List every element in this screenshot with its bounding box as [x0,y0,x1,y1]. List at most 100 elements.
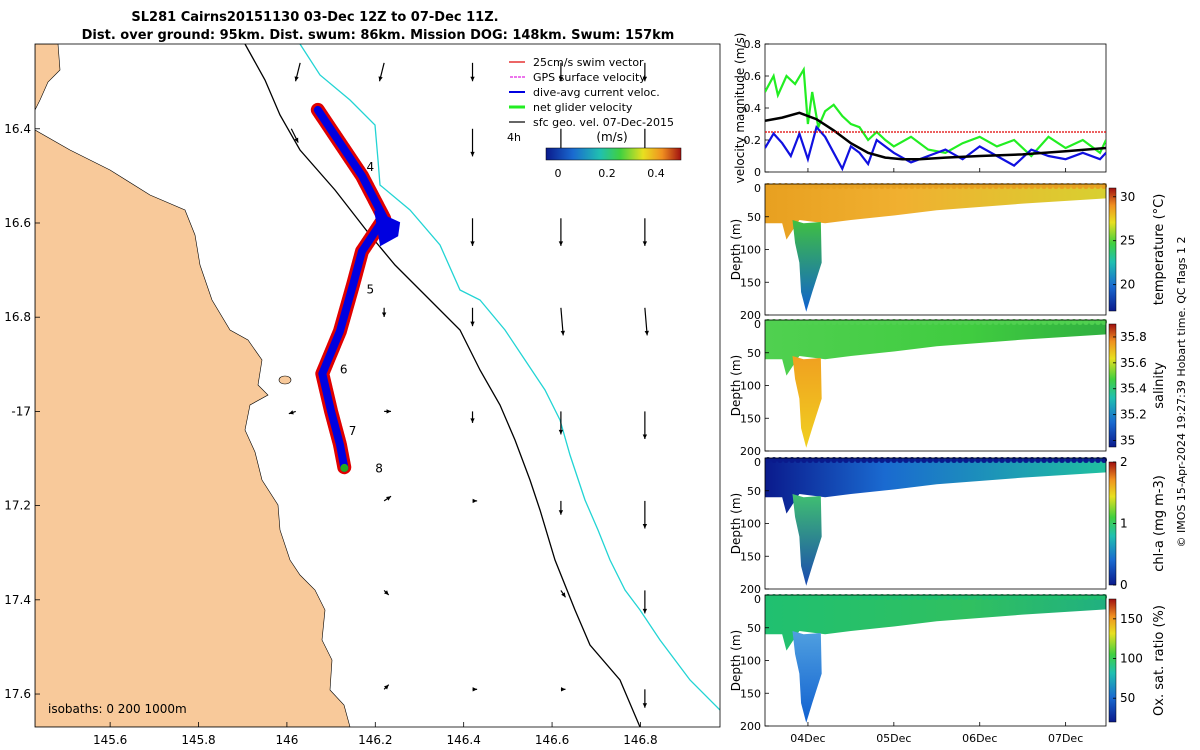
section-shallow-band [765,595,1106,651]
geo-arrow [642,62,648,82]
map-ytick-label: -17 [11,404,31,418]
section-chlorophyll: 0 50 100 150 200 Depth (m) 0 1 2 chl-a (mg m-3) [729,455,1167,596]
geo-arrow [470,411,475,423]
legend-swim: 25cm/s swim vector [533,56,644,69]
section-sample [873,457,879,463]
section-sample [957,594,963,600]
section-sample [951,594,957,600]
section-sample [969,457,975,463]
section-sample [1095,594,1101,600]
section-sample [777,319,783,325]
section-shallow-band [765,458,1106,514]
section-sample [1077,594,1083,600]
colorbar-tick-label: 100 [1120,652,1143,666]
section-sample [1053,319,1059,325]
section-sample [867,457,873,463]
land-mass [35,44,351,727]
section-sample [897,183,903,189]
map-xtick-label: 146.6 [535,733,569,747]
section-sample [1065,457,1071,463]
section-ytick-label: 100 [740,380,761,393]
section-sample [771,594,777,600]
section-sample [855,594,861,600]
current-bulge [374,210,401,247]
section-xtick-label: 05Dec [876,732,911,745]
geo-arrow [642,500,648,529]
section-sample [927,183,933,189]
section-sample [795,457,801,463]
section-sample [783,594,789,600]
section-sample [963,319,969,325]
velocity-ylabel: velocity magnitude (m/s) [733,33,747,184]
section-sample [807,457,813,463]
section-sample [819,594,825,600]
section-sample [873,594,879,600]
title-line-1: SL281 Cairns20151130 03-Dec 12Z to 07-De… [131,10,498,25]
section-colorbar-label: temperature (°C) [1152,194,1167,306]
section-sample [1017,183,1023,189]
section-sample [1077,319,1083,325]
section-sample [1059,183,1065,189]
section-ylabel: Depth (m) [729,219,743,280]
section-sample [945,457,951,463]
section-sample [1011,594,1017,600]
colorbar-title: (m/s) [596,130,627,144]
geo-arrow [381,307,387,317]
section-sample [879,183,885,189]
section-sample [975,457,981,463]
section-ytick-label: 150 [740,412,761,425]
colorbar-tick-label: 35.4 [1120,382,1147,396]
section-ytick-label: 100 [740,244,761,257]
section-sample [1083,594,1089,600]
section-sample [951,457,957,463]
geo-arrow [560,687,566,692]
velocity-y-ticks: 0 0.2 0.4 0.6 0.8 [744,38,1067,179]
section-ytick-label: 50 [747,347,761,360]
map-legend: 25cm/s swim vector GPS surface velocity … [507,56,682,180]
glider-track [310,102,401,475]
section-sample [993,183,999,189]
section-sample [915,457,921,463]
legend-current: dive-avg current veloc. [533,86,660,99]
section-sample [987,319,993,325]
section-ytick-label: 200 [740,583,761,596]
section-sample [789,319,795,325]
section-sample [1023,594,1029,600]
map-ytick-label: 17.2 [4,499,31,513]
velocity-series [765,66,1106,172]
section-colorbar [1108,598,1117,723]
section-sample [861,319,867,325]
section-sample [801,319,807,325]
section-colorbar-label: chl-a (mg m-3) [1152,475,1167,572]
section-sample [927,319,933,325]
section-shallow-band [765,184,1106,240]
section-sample [801,457,807,463]
section-sample [1059,319,1065,325]
section-sample [795,183,801,189]
map-ytick-label: 16.6 [4,216,31,230]
velocity-series-dive-avg-smoothed [765,111,1106,161]
section-sample [963,457,969,463]
section-sample [1089,183,1095,189]
section-sample [789,457,795,463]
section-sample [783,183,789,189]
section-sample [861,594,867,600]
section-sample [921,319,927,325]
geo-arrow [642,689,648,708]
geo-arrow [383,589,390,596]
colorbar-tick-label: 30 [1120,190,1135,204]
section-sample [777,457,783,463]
section-sample [903,319,909,325]
section-sample [795,319,801,325]
colorbar-tick-label: 35.8 [1120,330,1147,344]
section-sample [837,183,843,189]
section-sample [933,594,939,600]
section-sample [1041,183,1047,189]
section-sample [1041,319,1047,325]
section-sample [843,594,849,600]
day-label: 4 [366,160,374,174]
section-sample [903,594,909,600]
isobaths-label: isobaths: 0 200 1000m [48,702,187,716]
day-label: 7 [349,424,357,438]
